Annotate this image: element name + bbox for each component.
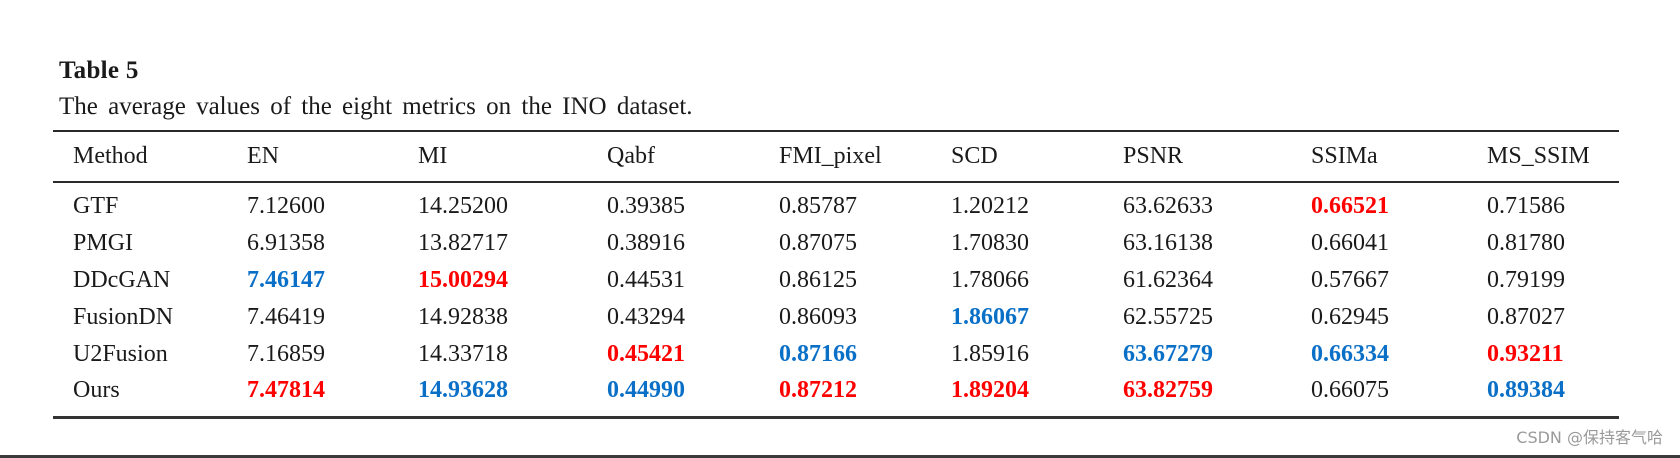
cell-ms-ssim: 0.79199: [1487, 267, 1565, 293]
cell-mi: 14.92838: [418, 304, 508, 330]
cell-mi: 14.25200: [418, 193, 508, 219]
method-name: PMGI: [73, 230, 134, 256]
cell-qabf: 0.45421: [607, 341, 685, 367]
cell-ms-ssim: 0.71586: [1487, 193, 1565, 219]
header-en: EN: [247, 143, 279, 169]
bottom-edge: [0, 455, 1680, 458]
header-scd: SCD: [951, 143, 998, 169]
cell-en: 7.16859: [247, 341, 325, 367]
cell-psnr: 62.55725: [1123, 304, 1213, 330]
header-method: Method: [73, 143, 148, 169]
cell-fmi-pixel: 0.87212: [779, 377, 857, 403]
cell-fmi-pixel: 0.87166: [779, 341, 857, 367]
header-rule: [53, 181, 1619, 183]
cell-mi: 14.33718: [418, 341, 508, 367]
method-name: FusionDN: [73, 304, 174, 330]
cell-qabf: 0.44990: [607, 377, 685, 403]
top-rule: [53, 130, 1619, 132]
table-row: U2Fusion 7.16859 14.33718 0.45421 0.87166 1.8…: [0, 339, 1680, 369]
cell-qabf: 0.43294: [607, 304, 685, 330]
table-row: GTF 7.12600 14.25200 0.39385 0.85787 1.20212 6…: [0, 191, 1680, 221]
cell-en: 7.12600: [247, 193, 325, 219]
cell-psnr: 63.62633: [1123, 193, 1213, 219]
cell-mi: 13.82717: [418, 230, 508, 256]
cell-ssima: 0.57667: [1311, 267, 1389, 293]
cell-ssima: 0.66041: [1311, 230, 1389, 256]
cell-ssima: 0.66075: [1311, 377, 1389, 403]
cell-scd: 1.86067: [951, 304, 1029, 330]
cell-psnr: 61.62364: [1123, 267, 1213, 293]
cell-fmi-pixel: 0.86125: [779, 267, 857, 293]
cell-scd: 1.78066: [951, 267, 1029, 293]
header-ssima: SSIMa: [1311, 143, 1378, 169]
cell-ms-ssim: 0.89384: [1487, 377, 1565, 403]
cell-en: 7.46419: [247, 304, 325, 330]
cell-scd: 1.70830: [951, 230, 1029, 256]
cell-fmi-pixel: 0.87075: [779, 230, 857, 256]
table-caption: The average values of the eight metrics …: [59, 93, 693, 120]
table-header-row: Method EN MI Qabf FMI_pixel SCD PSNR SSI…: [0, 141, 1680, 171]
header-psnr: PSNR: [1123, 143, 1184, 169]
cell-ssima: 0.66521: [1311, 193, 1389, 219]
cell-fmi-pixel: 0.86093: [779, 304, 857, 330]
table-title: Table 5: [59, 57, 139, 84]
method-name: DDcGAN: [73, 267, 171, 293]
cell-qabf: 0.44531: [607, 267, 685, 293]
cell-scd: 1.85916: [951, 341, 1029, 367]
cell-psnr: 63.82759: [1123, 377, 1213, 403]
table-row: FusionDN 7.46419 14.92838 0.43294 0.86093 1.8…: [0, 302, 1680, 332]
header-qabf: Qabf: [607, 143, 655, 169]
method-name: GTF: [73, 193, 119, 219]
cell-ms-ssim: 0.93211: [1487, 341, 1564, 367]
header-mi: MI: [418, 143, 448, 169]
table-row: Ours 7.47814 14.93628 0.44990 0.87212 1.89204…: [0, 375, 1680, 405]
cell-qabf: 0.38916: [607, 230, 685, 256]
bottom-rule: [53, 416, 1619, 419]
cell-en: 7.46147: [247, 267, 325, 293]
cell-psnr: 63.67279: [1123, 341, 1213, 367]
cell-ms-ssim: 0.81780: [1487, 230, 1565, 256]
cell-en: 7.47814: [247, 377, 325, 403]
cell-en: 6.91358: [247, 230, 325, 256]
watermark: CSDN @保持客气哈: [1516, 428, 1663, 447]
table-row: PMGI 6.91358 13.82717 0.38916 0.87075 1.70830…: [0, 228, 1680, 258]
cell-ms-ssim: 0.87027: [1487, 304, 1565, 330]
cell-fmi-pixel: 0.85787: [779, 193, 857, 219]
header-fmi-pixel: FMI_pixel: [779, 143, 882, 169]
cell-scd: 1.20212: [951, 193, 1029, 219]
cell-mi: 14.93628: [418, 377, 508, 403]
cell-mi: 15.00294: [418, 267, 508, 293]
cell-ssima: 0.62945: [1311, 304, 1389, 330]
cell-qabf: 0.39385: [607, 193, 685, 219]
method-name: U2Fusion: [73, 341, 168, 367]
cell-ssima: 0.66334: [1311, 341, 1389, 367]
method-name: Ours: [73, 377, 120, 403]
table-row: DDcGAN 7.46147 15.00294 0.44531 0.86125 1.780…: [0, 265, 1680, 295]
cell-psnr: 63.16138: [1123, 230, 1213, 256]
header-ms-ssim: MS_SSIM: [1487, 143, 1590, 169]
cell-scd: 1.89204: [951, 377, 1029, 403]
